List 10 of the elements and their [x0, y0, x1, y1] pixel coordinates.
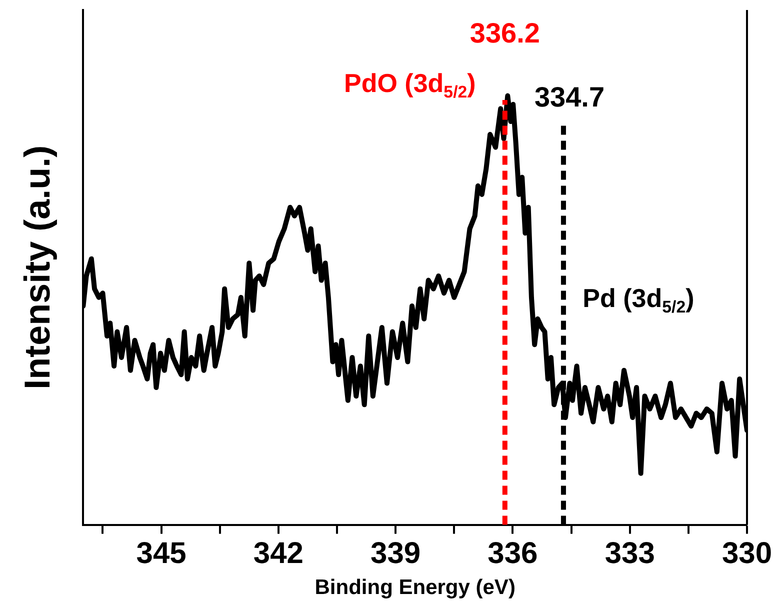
x-tick-label: 336: [488, 537, 538, 570]
x-tick-label: 339: [370, 537, 421, 570]
x-tick-label: 342: [253, 537, 304, 570]
y-axis-title: Intensity (a.u.): [16, 145, 58, 390]
x-tick-label: 345: [136, 537, 186, 570]
ref-line-label: 334.7: [534, 82, 605, 113]
x-tick-label: 330: [722, 537, 772, 570]
x-axis-title: Binding Energy (eV): [314, 576, 516, 600]
x-tick-label: 333: [604, 537, 655, 570]
ref-line-label: 336.2: [470, 18, 540, 49]
